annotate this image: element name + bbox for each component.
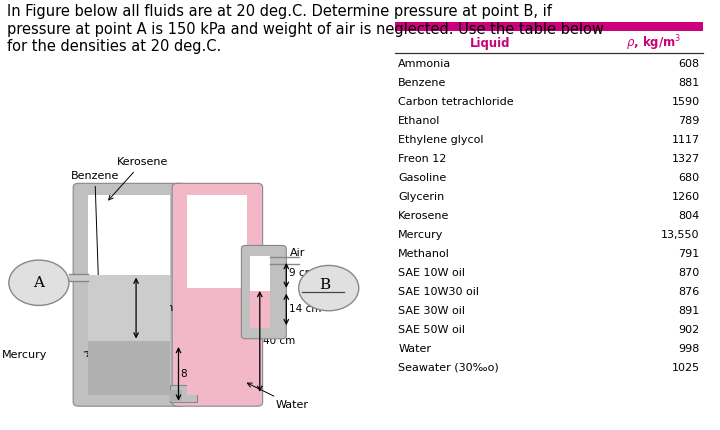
Bar bbox=[395, 22, 703, 31]
Text: 1590: 1590 bbox=[672, 97, 700, 107]
Text: Liquid: Liquid bbox=[469, 37, 510, 50]
Text: Glycerin: Glycerin bbox=[398, 192, 444, 202]
Text: Mercury: Mercury bbox=[1, 350, 47, 360]
Text: 870: 870 bbox=[678, 268, 700, 278]
Text: Seawater (30‰o): Seawater (30‰o) bbox=[398, 363, 499, 373]
Text: Benzene: Benzene bbox=[71, 171, 119, 292]
Text: 608: 608 bbox=[678, 59, 700, 69]
Text: Ethanol: Ethanol bbox=[398, 116, 441, 126]
Text: 680: 680 bbox=[678, 173, 700, 183]
Text: Ammonia: Ammonia bbox=[398, 59, 451, 69]
Bar bbox=[187, 288, 248, 395]
FancyBboxPatch shape bbox=[241, 246, 287, 339]
Text: Water: Water bbox=[248, 383, 309, 410]
Text: 789: 789 bbox=[678, 116, 700, 126]
Text: Air: Air bbox=[262, 248, 305, 263]
FancyBboxPatch shape bbox=[172, 183, 263, 406]
Text: 902: 902 bbox=[678, 325, 700, 335]
Text: In Figure below all fluids are at 20 deg.C. Determine pressure at point B, if
pr: In Figure below all fluids are at 20 deg… bbox=[7, 4, 604, 54]
Text: Kerosene: Kerosene bbox=[398, 211, 450, 221]
Text: 876: 876 bbox=[678, 287, 700, 297]
Text: 1260: 1260 bbox=[672, 192, 700, 202]
Circle shape bbox=[9, 260, 69, 305]
Text: Carbon tetrachloride: Carbon tetrachloride bbox=[398, 97, 514, 107]
Text: 1117: 1117 bbox=[672, 135, 700, 145]
Text: 804: 804 bbox=[678, 211, 700, 221]
Bar bbox=[251, 256, 270, 328]
Text: 1327: 1327 bbox=[672, 154, 700, 164]
Text: Water: Water bbox=[398, 344, 431, 354]
Text: B: B bbox=[320, 279, 330, 292]
Text: Mercury: Mercury bbox=[398, 230, 444, 240]
Text: 791: 791 bbox=[678, 249, 700, 259]
Text: 891: 891 bbox=[678, 306, 700, 316]
Bar bbox=[170, 390, 182, 401]
Text: $\rho$, kg/m$^3$: $\rho$, kg/m$^3$ bbox=[626, 34, 682, 53]
Bar bbox=[251, 291, 270, 328]
Text: SAE 50W oil: SAE 50W oil bbox=[398, 325, 465, 335]
Text: 9 cm: 9 cm bbox=[289, 268, 315, 279]
Text: Benzene: Benzene bbox=[398, 78, 446, 88]
Bar bbox=[187, 195, 248, 395]
Text: 1025: 1025 bbox=[672, 363, 700, 373]
Text: 40 cm: 40 cm bbox=[264, 336, 296, 347]
FancyBboxPatch shape bbox=[73, 183, 185, 406]
Text: 13,550: 13,550 bbox=[661, 230, 700, 240]
Text: SAE 10W oil: SAE 10W oil bbox=[398, 268, 465, 278]
Bar bbox=[89, 195, 170, 395]
Text: 14 cm: 14 cm bbox=[289, 304, 322, 314]
Text: 881: 881 bbox=[678, 78, 700, 88]
Text: Methanol: Methanol bbox=[398, 249, 450, 259]
Circle shape bbox=[299, 265, 359, 311]
Bar bbox=[89, 341, 170, 395]
Bar bbox=[170, 384, 197, 402]
Text: 998: 998 bbox=[678, 344, 700, 354]
Text: 20 cm: 20 cm bbox=[141, 303, 174, 313]
Text: Freon 12: Freon 12 bbox=[398, 154, 446, 164]
Text: SAE 30W oil: SAE 30W oil bbox=[398, 306, 465, 316]
Text: Gasoline: Gasoline bbox=[398, 173, 446, 183]
Text: A: A bbox=[33, 276, 45, 290]
Text: SAE 10W30 oil: SAE 10W30 oil bbox=[398, 287, 480, 297]
Bar bbox=[89, 275, 170, 341]
Text: 8 cm: 8 cm bbox=[181, 369, 207, 379]
Bar bbox=[69, 274, 89, 281]
Text: Ethylene glycol: Ethylene glycol bbox=[398, 135, 484, 145]
Text: Kerosene: Kerosene bbox=[109, 157, 168, 200]
